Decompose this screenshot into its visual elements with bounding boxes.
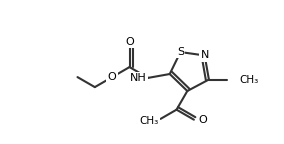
Text: S: S: [177, 47, 184, 57]
Text: N: N: [201, 50, 209, 60]
Text: O: O: [125, 37, 134, 47]
Text: NH: NH: [130, 73, 147, 83]
Text: CH₃: CH₃: [240, 75, 259, 85]
Text: O: O: [199, 115, 207, 125]
Text: CH₃: CH₃: [140, 116, 159, 126]
Text: O: O: [108, 72, 116, 82]
